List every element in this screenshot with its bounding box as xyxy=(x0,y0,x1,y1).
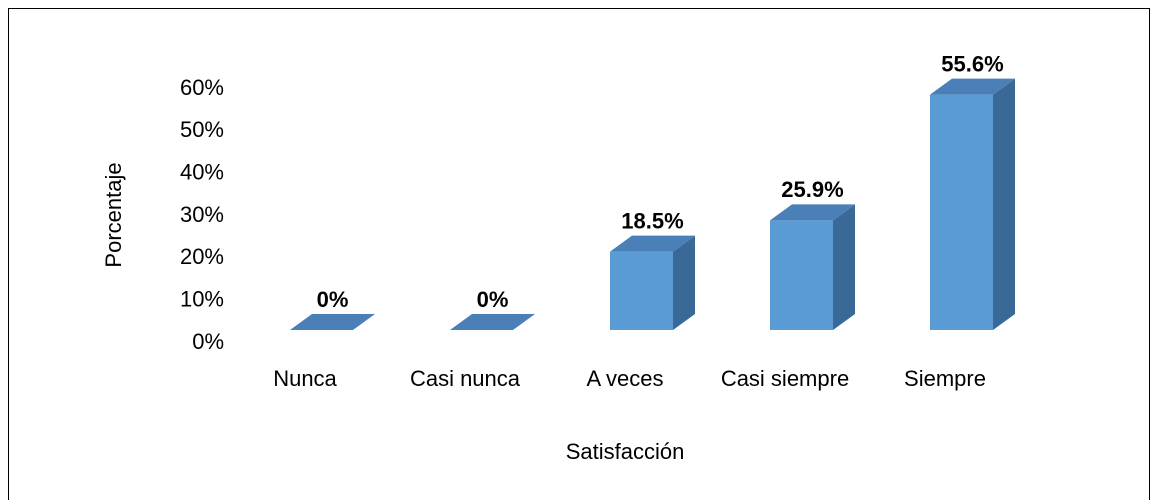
value-label: 55.6% xyxy=(941,51,1003,76)
bar xyxy=(770,204,855,330)
bar-front xyxy=(770,220,833,330)
x-tick-label: A veces xyxy=(586,366,664,391)
bar xyxy=(610,235,695,330)
value-label: 0% xyxy=(477,287,509,312)
x-tick-label: Casi nunca xyxy=(409,366,521,391)
bar-top xyxy=(290,314,375,330)
x-axis-title: Satisfacción xyxy=(566,439,685,464)
bar-top xyxy=(610,235,695,252)
bar xyxy=(450,314,535,330)
bar-top xyxy=(770,204,855,221)
value-label: 18.5% xyxy=(621,208,683,233)
x-tick-label: Nunca xyxy=(273,366,337,391)
frame xyxy=(8,8,1150,500)
y-tick-label: 50% xyxy=(180,117,224,142)
value-label: 25.9% xyxy=(781,177,843,202)
bar-top xyxy=(450,314,535,330)
value-label: 0% xyxy=(317,287,349,312)
bar-side xyxy=(673,235,695,330)
bar-front xyxy=(930,94,993,330)
y-axis-title: Porcentaje xyxy=(101,162,126,267)
bar-top xyxy=(930,78,1015,95)
bar-side xyxy=(993,78,1015,330)
y-tick-label: 30% xyxy=(180,202,224,227)
bar-side xyxy=(833,204,855,330)
y-tick-label: 20% xyxy=(180,244,224,269)
x-tick-label: Siempre xyxy=(904,366,986,391)
y-tick-label: 40% xyxy=(180,159,224,184)
bar xyxy=(290,314,375,330)
y-tick-label: 10% xyxy=(180,286,224,311)
bar xyxy=(930,78,1015,330)
y-tick-label: 0% xyxy=(192,329,224,354)
y-tick-label: 60% xyxy=(180,75,224,100)
x-tick-label: Casi siempre xyxy=(720,366,850,391)
bar-front xyxy=(610,251,673,330)
